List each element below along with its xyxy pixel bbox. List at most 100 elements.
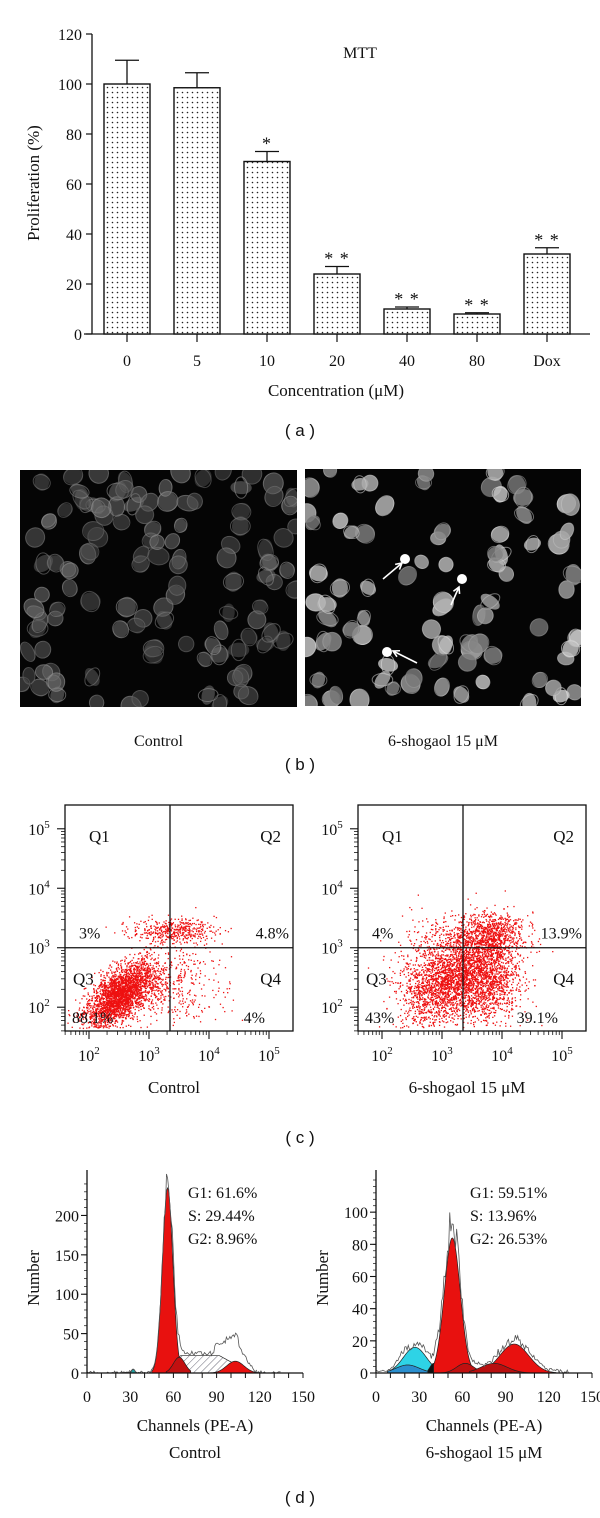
x-tick-label: 0 xyxy=(372,1389,380,1406)
significance-marker: * * xyxy=(394,289,420,309)
scatter-plot-control: 102 102 103 103 104 104 105 105 Q1 3% Q2 4.8% Q3 88.1… xyxy=(28,804,294,1097)
plot-caption: 6-shogaol 15 μM xyxy=(426,1443,543,1462)
y-tick-label: 120 xyxy=(58,27,82,44)
x-axis-label: Channels (PE-A) xyxy=(426,1416,543,1435)
quadrant-percent-q2: 4.8% xyxy=(256,926,289,943)
x-tick-label: 120 xyxy=(537,1389,561,1406)
y-axis-label: Proliferation (%) xyxy=(24,125,43,241)
significance-marker: * * xyxy=(324,249,350,269)
histogram-6-shogaol: 0 20 40 60 80 100 0 30 60 90 120 150 Channels (PE-A)… xyxy=(313,1170,600,1462)
y-tick-label: 102 xyxy=(28,997,50,1017)
bar-80: * * xyxy=(453,295,501,335)
x-tick-label: 120 xyxy=(248,1389,272,1406)
quadrant-label-q2: Q2 xyxy=(553,827,574,846)
chart-title: MTT xyxy=(343,45,377,62)
quadrant-label-q2: Q2 xyxy=(260,827,281,846)
bar-20: * * xyxy=(313,249,361,335)
y-tick-label: 104 xyxy=(28,878,50,898)
cell-cycle-stat: G1: 61.6% xyxy=(188,1185,257,1202)
significance-marker: * * xyxy=(464,295,490,315)
caption-6-shogaol: 6-shogaol 15 μM xyxy=(388,733,498,750)
y-tick-label: 105 xyxy=(28,819,50,839)
y-tick-label: 0 xyxy=(360,1366,368,1383)
y-tick-label: 200 xyxy=(55,1208,79,1225)
quadrant-label-q3: Q3 xyxy=(366,970,387,989)
x-tick-label: 150 xyxy=(580,1389,600,1406)
y-tick-label: 150 xyxy=(55,1248,79,1265)
quadrant-percent-q2: 13.9% xyxy=(541,926,582,943)
x-tick-label: 104 xyxy=(491,1045,513,1065)
y-tick-label: 100 xyxy=(55,1287,79,1304)
x-tick-label: 0 xyxy=(83,1389,91,1406)
y-tick-label: 104 xyxy=(321,878,343,898)
scatter-plot-6-shogaol: 102 102 103 103 104 104 105 105 Q1 4% Q2 13.9% Q3 43%… xyxy=(321,804,587,1097)
y-tick-label: 100 xyxy=(344,1205,368,1222)
histogram-control: 0 50 100 150 200 0 30 60 90 120 150 Channels (PE-A)… xyxy=(24,1170,315,1462)
cell-cycle-stat: S: 13.96% xyxy=(470,1208,537,1225)
y-tick-label: 40 xyxy=(352,1302,368,1319)
x-tick-label: 10 xyxy=(259,353,275,370)
bar-Dox: * * xyxy=(523,230,571,335)
panel-label-d: ( d ) xyxy=(284,1488,316,1507)
x-tick-label: 60 xyxy=(165,1389,181,1406)
x-tick-label: 30 xyxy=(122,1389,138,1406)
quadrant-percent-q4: 4% xyxy=(244,1010,265,1027)
cell-cycle-stat: G2: 8.96% xyxy=(188,1231,257,1248)
bar-5 xyxy=(173,72,221,335)
panel-label-c: ( c ) xyxy=(285,1128,315,1147)
x-tick-label: 104 xyxy=(198,1045,220,1065)
quadrant-percent-q1: 4% xyxy=(372,926,393,943)
x-tick-label: 0 xyxy=(123,353,131,370)
panel-label-b: ( b ) xyxy=(284,755,316,774)
cell-cycle-stat: S: 29.44% xyxy=(188,1208,255,1225)
quadrant-percent-q3: 88.1% xyxy=(72,1010,113,1027)
bar-0 xyxy=(103,59,151,335)
significance-marker: * xyxy=(262,134,272,154)
y-tick-label: 60 xyxy=(66,177,82,194)
y-tick-label: 20 xyxy=(66,277,82,294)
arrow-icon xyxy=(392,650,418,664)
y-tick-label: 80 xyxy=(352,1237,368,1254)
plot-caption: 6-shogaol 15 μM xyxy=(409,1078,526,1097)
mtt-bar-chart: 0 20 40 60 80 100 120 0 5 10 20 40 80 Dox * * * * * * * *… xyxy=(24,27,590,400)
y-tick-label: 20 xyxy=(352,1334,368,1351)
quadrant-percent-q4: 39.1% xyxy=(517,1010,558,1027)
x-tick-label: 30 xyxy=(411,1389,427,1406)
y-tick-label: 105 xyxy=(321,819,343,839)
x-tick-label: 102 xyxy=(78,1045,100,1065)
quadrant-label-q3: Q3 xyxy=(73,970,94,989)
x-tick-label: 150 xyxy=(291,1389,315,1406)
flow-cytometry-plots: 102 102 103 103 104 104 105 105 Q1 3% Q2 4.8% Q3 88.1… xyxy=(28,804,587,1097)
x-tick-label: 80 xyxy=(469,353,485,370)
y-tick-label: 103 xyxy=(321,938,343,958)
caption-control: Control xyxy=(134,733,183,750)
y-axis-label: Number xyxy=(24,1250,43,1306)
quadrant-label-q1: Q1 xyxy=(89,827,110,846)
quadrant-label-q4: Q4 xyxy=(553,970,574,989)
y-tick-label: 60 xyxy=(352,1270,368,1287)
arrow-icon xyxy=(450,586,460,606)
x-axis-label: Channels (PE-A) xyxy=(137,1416,254,1435)
quadrant-percent-q3: 43% xyxy=(365,1010,394,1027)
y-tick-label: 100 xyxy=(58,77,82,94)
cell-cycle-stat: G2: 26.53% xyxy=(470,1231,547,1248)
x-tick-label: 90 xyxy=(209,1389,225,1406)
quadrant-percent-q1: 3% xyxy=(79,926,100,943)
panel-label-a: ( a ) xyxy=(284,421,316,440)
x-tick-label: 5 xyxy=(193,353,201,370)
y-tick-label: 0 xyxy=(74,327,82,344)
x-tick-label: 105 xyxy=(258,1045,280,1065)
x-tick-label: 20 xyxy=(329,353,345,370)
y-tick-label: 103 xyxy=(28,938,50,958)
x-tick-label: Dox xyxy=(533,353,561,370)
y-axis-label: Number xyxy=(313,1250,332,1306)
x-tick-label: 103 xyxy=(138,1045,160,1065)
bar-10: * xyxy=(243,134,291,335)
bar-40: * * xyxy=(383,289,431,335)
x-tick-label: 90 xyxy=(498,1389,514,1406)
micrograph-6-shogaol xyxy=(305,469,581,706)
arrow-icon xyxy=(382,562,403,580)
y-tick-label: 50 xyxy=(63,1327,79,1344)
x-tick-label: 60 xyxy=(454,1389,470,1406)
